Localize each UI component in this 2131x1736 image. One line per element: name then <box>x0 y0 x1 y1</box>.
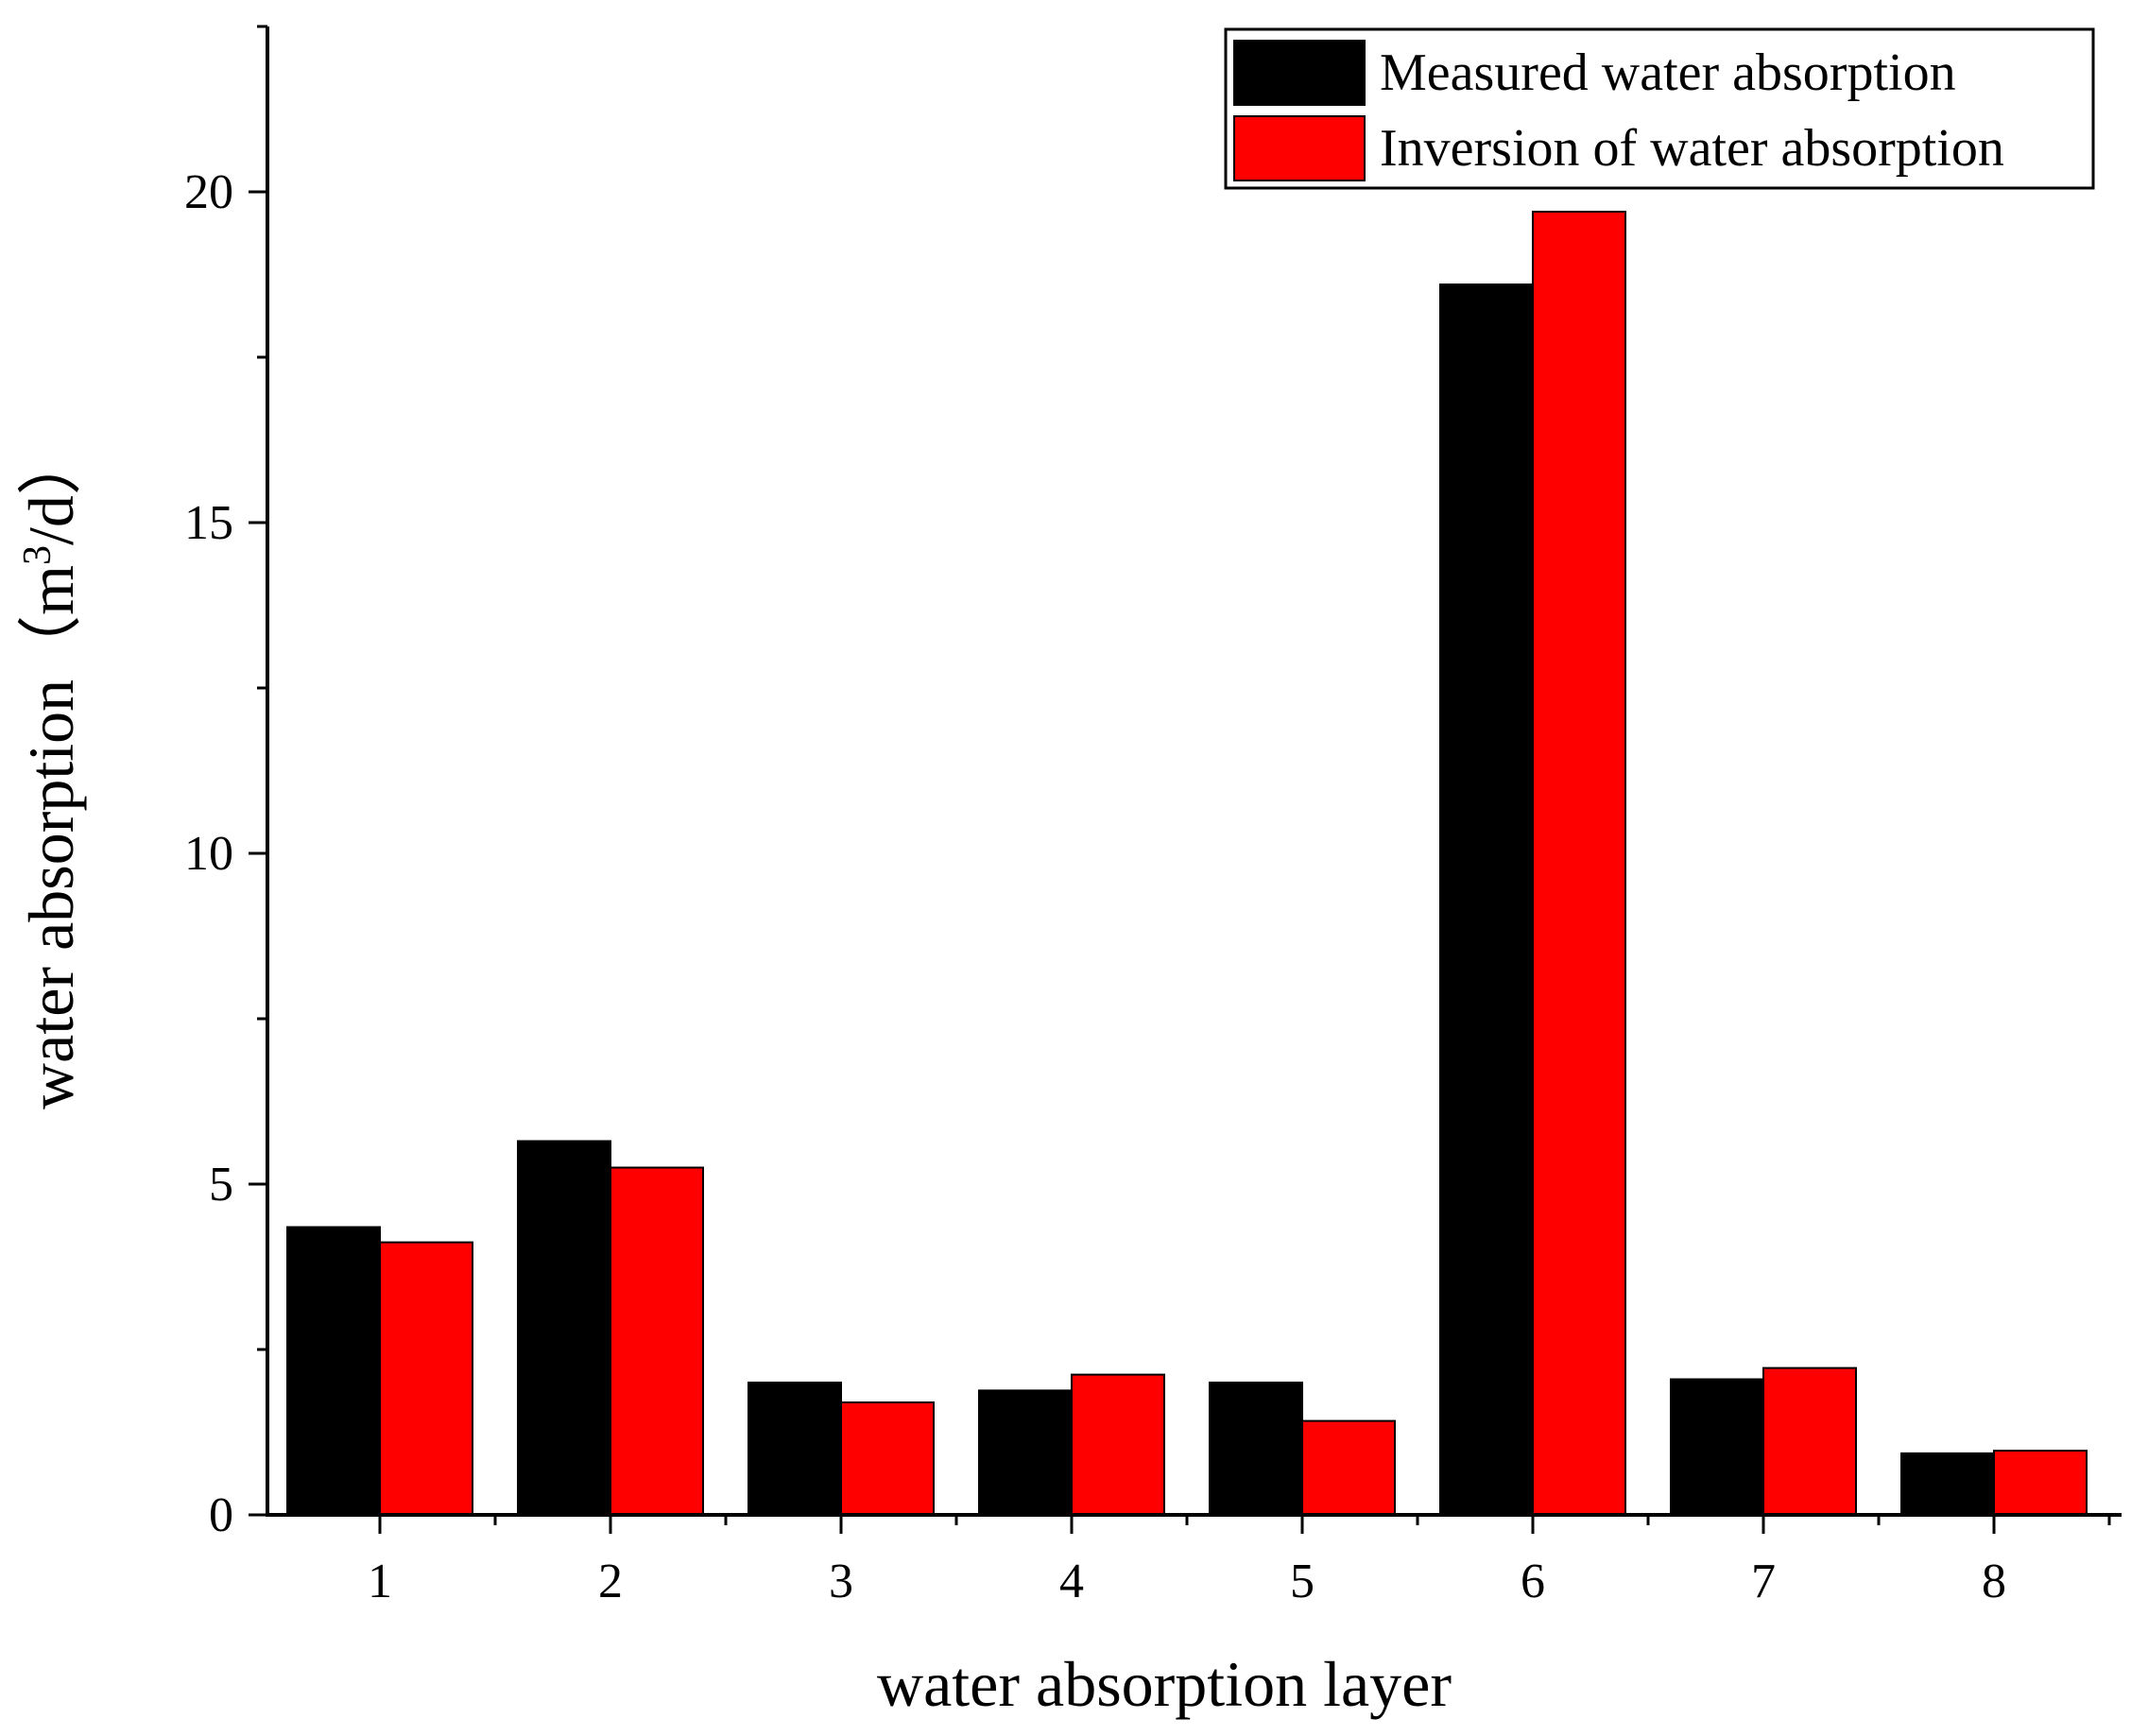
bar-inversion-layer-6 <box>1532 211 1626 1516</box>
legend-label-inversion: Inversion of water absorption <box>1380 119 2004 178</box>
ticks-group: 0 5 10 15 20 1 2 3 4 5 6 7 8 <box>184 25 2111 1608</box>
legend-box <box>1224 27 2095 190</box>
legend-swatch-measured <box>1233 40 1366 106</box>
y-tick-label: 0 <box>209 1488 233 1542</box>
x-tick-label: 6 <box>1521 1555 1545 1608</box>
x-tick-label: 1 <box>368 1555 392 1608</box>
bar-measured-layer-2 <box>517 1140 611 1516</box>
y-axis-title-superscript: 3 <box>16 545 60 565</box>
x-axis-title: water absorption layer <box>877 1648 1452 1720</box>
bar-inversion-layer-1 <box>379 1241 473 1516</box>
bar-measured-layer-1 <box>286 1226 381 1516</box>
bar-measured-layer-6 <box>1439 284 1534 1516</box>
y-tick-label: 20 <box>184 165 233 219</box>
bar-inversion-layer-5 <box>1301 1419 1396 1516</box>
y-tick-label: 10 <box>184 827 233 881</box>
bar-measured-layer-4 <box>978 1389 1073 1517</box>
x-tick-label: 4 <box>1059 1555 1084 1608</box>
bar-inversion-layer-4 <box>1071 1373 1165 1516</box>
y-tick-label: 15 <box>184 496 233 550</box>
bar-measured-layer-3 <box>748 1382 842 1516</box>
bar-inversion-layer-2 <box>610 1166 704 1516</box>
y-axis-title-tail: /d） <box>15 431 87 545</box>
bar-inversion-layer-3 <box>840 1401 935 1516</box>
y-axis-title-main: water absorption（m <box>15 565 87 1109</box>
x-tick-label: 8 <box>1982 1555 2006 1608</box>
bar-inversion-layer-8 <box>1993 1450 2088 1516</box>
bar-inversion-layer-7 <box>1762 1366 1857 1516</box>
legend-label-measured: Measured water absorption <box>1380 43 1956 102</box>
legend: Measured water absorption Inversion of w… <box>1224 27 2095 190</box>
y-axis-title: water absorption（m3/d） <box>15 431 87 1109</box>
y-tick-label: 5 <box>209 1158 233 1212</box>
x-tick-label: 3 <box>829 1555 853 1608</box>
x-tick-label: 5 <box>1290 1555 1315 1608</box>
bars-group <box>286 211 2088 1517</box>
legend-swatch-inversion <box>1233 115 1366 181</box>
x-tick-label: 7 <box>1751 1555 1776 1608</box>
bar-measured-layer-5 <box>1209 1382 1303 1516</box>
bar-measured-layer-7 <box>1670 1378 1764 1516</box>
x-tick-label: 2 <box>598 1555 623 1608</box>
bar-measured-layer-8 <box>1900 1452 1995 1517</box>
axes-group <box>266 26 2122 1517</box>
